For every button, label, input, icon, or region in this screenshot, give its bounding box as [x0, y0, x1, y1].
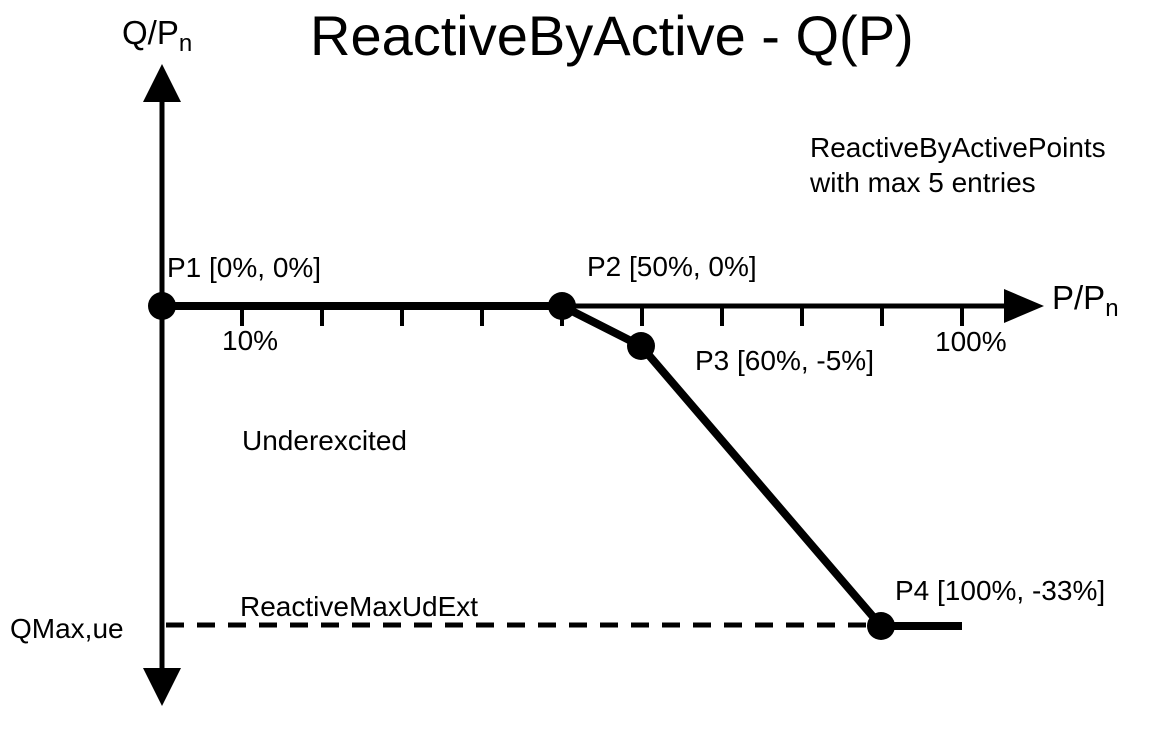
curve-point-dot	[548, 292, 576, 320]
curve-point-dot	[148, 292, 176, 320]
y-axis-label-main: Q/P	[122, 14, 179, 51]
y-axis-label: Q/Pn	[122, 13, 192, 57]
max-entries-note: ReactiveByActivePoints with max 5 entrie…	[810, 130, 1106, 200]
x-axis-label-subscript: n	[1105, 295, 1119, 322]
max-entries-note-line1: ReactiveByActivePoints	[810, 132, 1106, 163]
curve-point-dot	[627, 332, 655, 360]
max-entries-note-line2: with max 5 entries	[810, 167, 1036, 198]
page-title: ReactiveByActive - Q(P)	[310, 4, 914, 67]
point-label-p2: P2 [50%, 0%]	[587, 251, 757, 282]
x-axis-label-main: P/P	[1052, 279, 1106, 316]
x-axis-label: P/Pn	[1052, 278, 1119, 322]
curve-point-dot	[867, 612, 895, 640]
qmax-ue-axis-label: QMax,ue	[10, 613, 124, 644]
x-axis-arrow-right-icon	[1004, 289, 1044, 323]
x-tick-label-100: 100%	[935, 326, 1007, 357]
point-label-p4: P4 [100%, -33%]	[895, 575, 1106, 606]
y-axis-arrow-up-icon	[143, 64, 181, 102]
point-label-p1: P1 [0%, 0%]	[167, 252, 322, 283]
underexcited-region-label: Underexcited	[242, 425, 407, 456]
reactive-max-ud-ext-label: ReactiveMaxUdExt	[240, 591, 479, 622]
y-axis-arrow-down-icon	[143, 668, 181, 706]
y-axis-label-subscript: n	[178, 30, 193, 57]
x-tick-label-10: 10%	[222, 325, 279, 356]
point-label-p3: P3 [60%, -5%]	[695, 345, 874, 376]
